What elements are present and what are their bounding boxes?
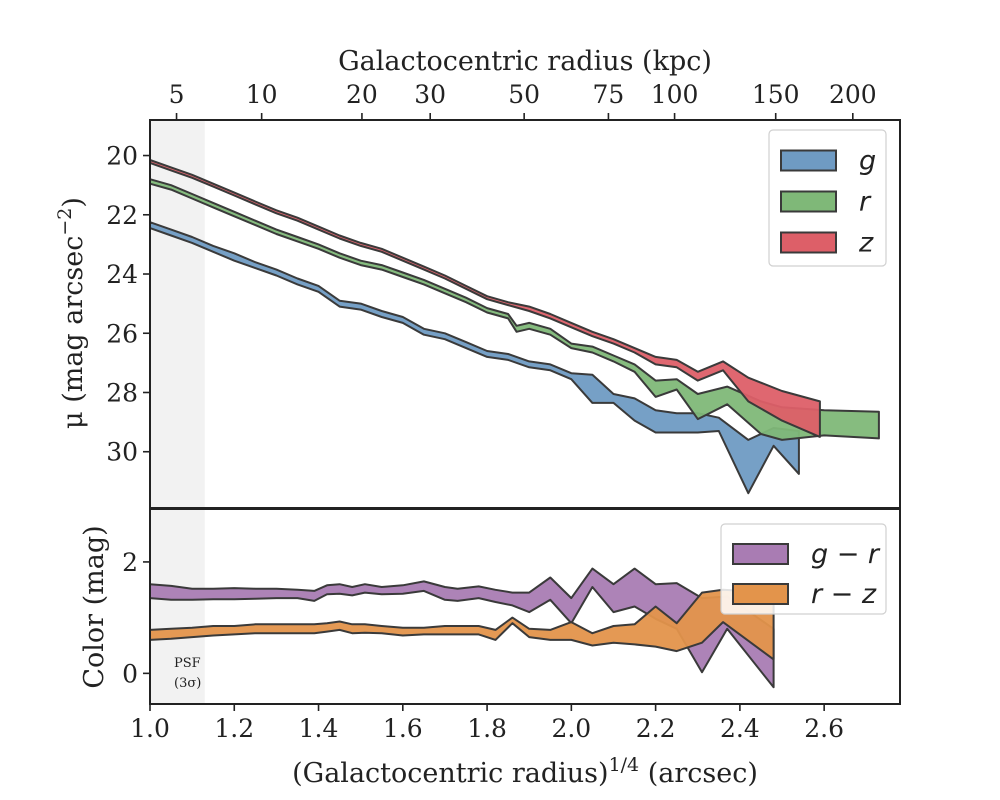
y-axis-title-close: ) xyxy=(58,197,89,208)
legend-swatch-r-z xyxy=(732,583,789,605)
y-tick-label-26: 26 xyxy=(106,319,138,348)
x-tick-label-2.4: 2.4 xyxy=(720,714,760,743)
top-x-axis-ticks: 5 10 20 30 50 75 100 150 200 xyxy=(169,80,877,120)
x-tick-label-1.4: 1.4 xyxy=(299,714,339,743)
band-r-z xyxy=(149,588,775,661)
psf-band-bottom xyxy=(150,509,205,704)
color-y-tick-label-0: 0 xyxy=(122,659,138,688)
legend-label-r: r xyxy=(859,187,872,218)
y-axis-title-surface-brightness: μ (mag arcsec−2) xyxy=(54,197,89,429)
y-axis-ticks: 20 22 24 26 28 30 xyxy=(106,142,150,467)
band-g-r xyxy=(149,567,775,689)
x-tick-label-1.2: 1.2 xyxy=(214,714,254,743)
y-axis-title-text: μ (mag arcsec xyxy=(58,236,89,429)
top-x-tick-label-150: 150 xyxy=(752,80,800,109)
psf-label-line2: (3σ) xyxy=(174,676,201,691)
y-tick-label-20: 20 xyxy=(106,142,138,171)
top-x-tick-label-30: 30 xyxy=(414,80,446,109)
x-tick-label-1.8: 1.8 xyxy=(467,714,507,743)
legend-label-g: g xyxy=(859,146,876,177)
legend-swatch-r xyxy=(780,190,837,213)
x-axis-title: (Galactocentric radius)1/4 (arcsec) xyxy=(292,754,758,789)
top-x-tick-label-10: 10 xyxy=(246,80,278,109)
legend-swatch-g xyxy=(780,149,837,172)
x-axis-title-text: (Galactocentric radius) xyxy=(292,758,608,789)
y-tick-label-22: 22 xyxy=(106,201,138,230)
top-x-tick-label-75: 75 xyxy=(593,80,625,109)
legend-label-g-r: g − r xyxy=(811,539,881,570)
x-tick-label-2.2: 2.2 xyxy=(636,714,676,743)
legend-colors: g − r r − z xyxy=(720,523,887,615)
legend-bands: grz xyxy=(768,129,887,267)
y-axis-title-exponent: −2 xyxy=(54,208,76,236)
top-x-tick-label-20: 20 xyxy=(346,80,378,109)
bottom-panel-frame xyxy=(149,508,901,705)
y-tick-label-28: 28 xyxy=(106,378,138,407)
x-tick-label-2.6: 2.6 xyxy=(804,714,844,743)
x-tick-label-2.0: 2.0 xyxy=(551,714,591,743)
y-axis-title-color: Color (mag) xyxy=(79,525,110,688)
legend-label-z: z xyxy=(858,228,874,259)
x-tick-label-1.6: 1.6 xyxy=(383,714,423,743)
legend-label-r-z: r − z xyxy=(811,579,877,610)
legend-swatch-z xyxy=(780,231,837,254)
top-x-axis-title: Galactocentric radius (kpc) xyxy=(338,46,712,77)
surface-brightness-panel: 20 22 24 26 28 30 5 10 20 30 50 75 100 150 200 grz Ga… xyxy=(54,46,901,509)
band-g xyxy=(149,221,800,495)
band-z xyxy=(149,159,821,438)
top-x-tick-label-50: 50 xyxy=(508,80,540,109)
top-x-tick-label-100: 100 xyxy=(651,80,699,109)
x-tick-label-1.0: 1.0 xyxy=(130,714,170,743)
x-axis-title-exponent: 1/4 xyxy=(609,754,640,776)
x-axis-ticks: 1.0 1.2 1.4 1.6 1.8 2.0 2.2 2.4 2.6 xyxy=(130,704,844,743)
y-tick-label-24: 24 xyxy=(106,260,138,289)
psf-label-line1: PSF xyxy=(174,656,201,671)
y-tick-label-30: 30 xyxy=(106,438,138,467)
color-y-tick-label-2: 2 xyxy=(122,548,138,577)
x-axis-title-unit: (arcsec) xyxy=(639,758,758,789)
color-areas xyxy=(149,567,775,689)
surface-brightness-areas xyxy=(149,159,880,495)
top-x-tick-label-200: 200 xyxy=(829,80,877,109)
legend-swatch-g-r xyxy=(732,543,789,565)
color-panel: 02 1.0 1.2 1.4 1.6 1.8 2.0 2.2 2.4 2.6 g − rr − … xyxy=(79,508,901,789)
top-x-tick-label-5: 5 xyxy=(169,80,185,109)
color-y-axis-ticks: 02 xyxy=(122,548,150,688)
